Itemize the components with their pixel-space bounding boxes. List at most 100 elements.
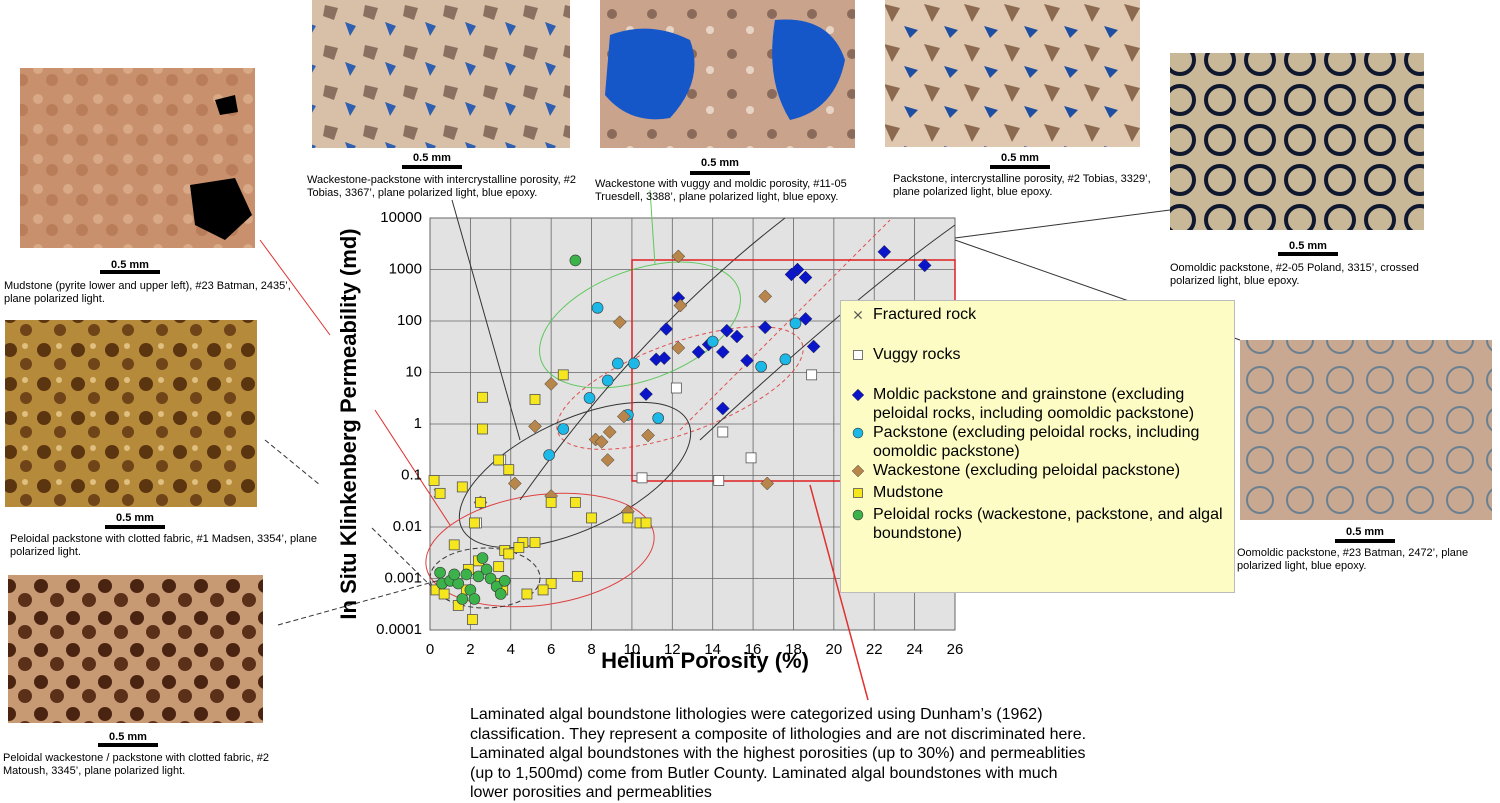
leader: [374, 409, 451, 526]
point: [730, 329, 744, 344]
y-tick-label: 10000: [380, 209, 422, 226]
point: [652, 412, 664, 424]
point: [507, 476, 522, 491]
x-tick-label: 20: [826, 641, 843, 658]
point: [586, 512, 597, 524]
point: [719, 323, 734, 338]
scale-bar: [1335, 539, 1395, 543]
photo: [312, 0, 570, 148]
caption: Wackestone with vuggy and moldic porosit…: [595, 178, 847, 203]
point: [622, 512, 634, 524]
point: [494, 588, 507, 600]
photo: [1240, 340, 1492, 520]
x-tick-label: 22: [866, 641, 883, 658]
point: [477, 391, 488, 403]
y-tick-label: 100: [397, 312, 422, 329]
point: [877, 245, 892, 259]
point: [758, 320, 773, 335]
point: [428, 475, 440, 486]
scale-label: 0.5 mm: [111, 259, 149, 271]
point: [456, 593, 469, 605]
legend-item: Wackestone (excluding peloidal packstone…: [851, 461, 1228, 481]
point: [503, 548, 515, 560]
point: [611, 357, 624, 370]
photo: [885, 0, 1140, 147]
point: [673, 298, 688, 313]
point: [784, 267, 799, 282]
caption: Oomoldic packstone, #2-05 Poland, 3315’,…: [1170, 262, 1419, 287]
x-tick-label: 14: [704, 641, 721, 658]
point: [557, 423, 570, 435]
point: [636, 472, 648, 484]
point: [477, 423, 488, 435]
point: [851, 464, 865, 478]
point: [806, 339, 821, 354]
point: [521, 588, 533, 600]
caption: Wackestone-packstone with intercrystalli…: [307, 174, 577, 199]
scale-bar: [105, 525, 165, 529]
point: [583, 392, 596, 404]
caption: Packstone, intercrystalline porosity, #2…: [893, 173, 1151, 198]
ellipse: [556, 326, 804, 450]
legend-symbol: [853, 350, 863, 360]
leader: [809, 484, 869, 701]
point: [476, 552, 489, 564]
point: [484, 572, 497, 585]
legend-symbol: [852, 427, 864, 439]
ellipse: [425, 492, 655, 608]
legend-item: Peloidal rocks (wackestone, packstone, a…: [851, 505, 1228, 543]
x-tick-label: 2: [466, 641, 474, 658]
point: [460, 568, 473, 581]
photos: [5, 0, 1492, 723]
point: [434, 487, 446, 499]
point: [545, 497, 557, 508]
scale-bar: [990, 165, 1050, 169]
scale-bars: [98, 165, 1395, 747]
photo: [1170, 53, 1424, 230]
x-tick-label: 6: [547, 641, 555, 658]
leader: [649, 189, 656, 266]
x-axis-label: Helium Porosity (%): [601, 648, 809, 673]
legend-label: Moldic packstone and grainstone (excludi…: [873, 386, 1195, 422]
y-axis-label: In Situ Klinkenberg Permeability (md): [336, 228, 361, 619]
y-tick-label: 0.001: [384, 569, 422, 586]
scale-label: 0.5 mm: [1001, 152, 1039, 164]
pore: [605, 19, 845, 120]
point: [670, 382, 682, 394]
point: [616, 409, 631, 424]
point: [543, 449, 555, 461]
point: [789, 317, 802, 330]
scale-bar: [98, 743, 158, 747]
leader: [277, 579, 441, 626]
point: [468, 593, 481, 605]
legend-item: Mudstone: [851, 483, 1228, 503]
legend-label: Vuggy rocks: [873, 346, 961, 363]
point: [715, 345, 730, 359]
point: [469, 517, 480, 529]
scale-label: 0.5 mm: [116, 512, 154, 524]
point: [569, 254, 582, 267]
point: [529, 537, 541, 548]
legend-symbol: [853, 310, 863, 320]
point: [600, 453, 615, 467]
x-tick-label: 18: [785, 641, 802, 658]
point: [438, 588, 450, 600]
x-tick-label: 24: [906, 641, 923, 658]
scale-bar: [1278, 252, 1338, 256]
point: [713, 475, 725, 486]
point: [853, 350, 863, 360]
x-tick-label: 4: [507, 641, 515, 658]
point: [493, 561, 505, 573]
pyrite: [190, 95, 252, 240]
y-tick-label: 0.1: [401, 466, 422, 483]
point: [612, 315, 627, 330]
point: [779, 353, 792, 366]
scale-bar: [690, 171, 750, 175]
scale-label: 0.5 mm: [1289, 240, 1327, 252]
caption: Oomoldic packstone, #23 Batman, 2472’, p…: [1237, 547, 1469, 572]
point: [434, 566, 446, 579]
x-tick-label: 26: [947, 641, 964, 658]
legend-symbol: [853, 488, 863, 498]
point: [569, 497, 581, 508]
